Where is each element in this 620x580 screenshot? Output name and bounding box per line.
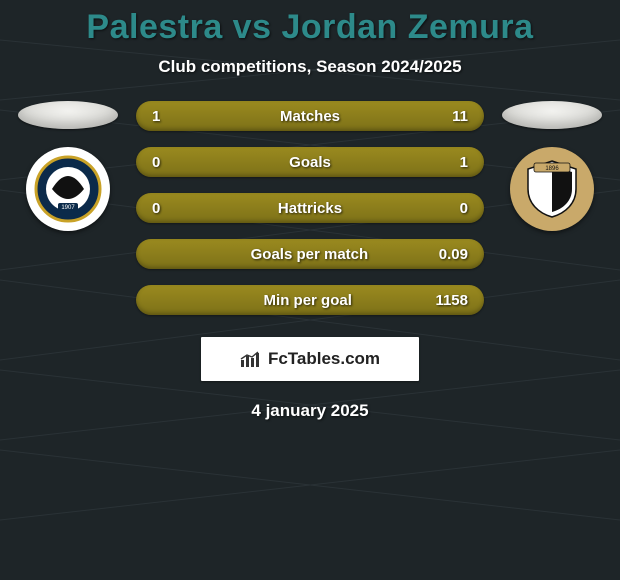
page-title: Palestra vs Jordan Zemura	[0, 8, 620, 47]
svg-text:1896: 1896	[545, 166, 559, 172]
stat-row: Min per goal 1158	[136, 285, 484, 315]
left-oval	[18, 101, 118, 129]
stat-right: 1	[440, 154, 468, 171]
brand-box: FcTables.com	[201, 337, 419, 381]
atalanta-crest-icon: 1907	[34, 155, 102, 223]
stat-row: Goals per match 0.09	[136, 239, 484, 269]
stat-right: 1158	[435, 292, 468, 309]
svg-text:1907: 1907	[61, 205, 75, 211]
content: Palestra vs Jordan Zemura Club competiti…	[0, 0, 620, 580]
stat-label: Matches	[180, 108, 440, 125]
date-text: 4 january 2025	[0, 401, 620, 421]
stat-row: 0 Hattricks 0	[136, 193, 484, 223]
comparison-card: Palestra vs Jordan Zemura Club competiti…	[0, 0, 620, 580]
subtitle: Club competitions, Season 2024/2025	[0, 57, 620, 77]
right-oval	[502, 101, 602, 129]
stat-label: Hattricks	[180, 200, 440, 217]
stat-label: Min per goal	[180, 292, 435, 309]
stat-left: 1	[152, 108, 180, 125]
stat-row: 1 Matches 11	[136, 101, 484, 131]
body-row: 1907 1 Matches 11 0 Goals 1 0 Hattricks	[0, 101, 620, 315]
stat-left: 0	[152, 154, 180, 171]
brand-text: FcTables.com	[268, 349, 380, 369]
left-side: 1907	[18, 101, 118, 231]
right-side: 1896	[502, 101, 602, 231]
left-badge: 1907	[26, 147, 110, 231]
stat-bars: 1 Matches 11 0 Goals 1 0 Hattricks 0 Goa…	[136, 101, 484, 315]
stat-right: 0.09	[439, 246, 468, 263]
stat-label: Goals per match	[180, 246, 439, 263]
stat-right: 11	[440, 108, 468, 125]
stat-row: 0 Goals 1	[136, 147, 484, 177]
stat-right: 0	[440, 200, 468, 217]
stat-left: 0	[152, 200, 180, 217]
udinese-crest-icon: 1896	[520, 157, 584, 221]
stat-label: Goals	[180, 154, 440, 171]
bar-chart-icon	[240, 350, 262, 368]
right-badge: 1896	[510, 147, 594, 231]
